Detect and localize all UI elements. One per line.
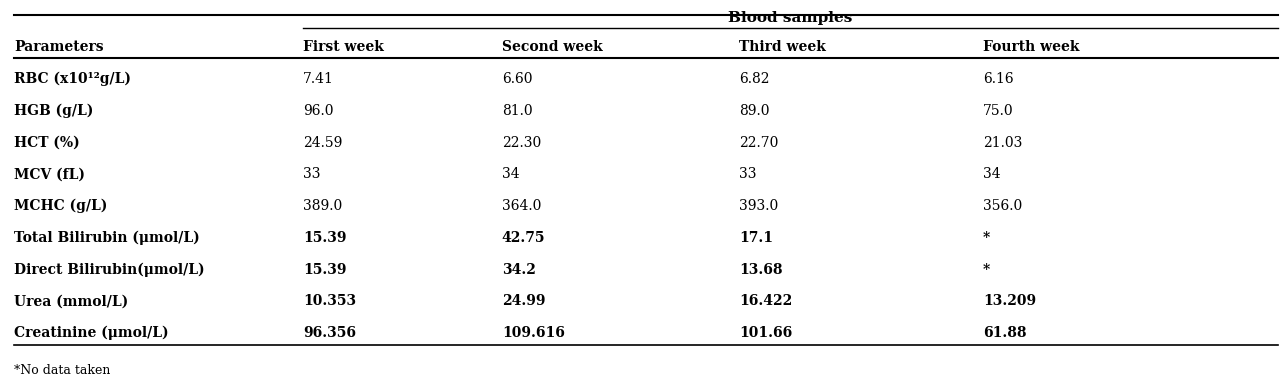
Text: Total Bilirubin (μmol/L): Total Bilirubin (μmol/L) bbox=[14, 230, 199, 245]
Text: 24.59: 24.59 bbox=[303, 136, 342, 150]
Text: 33: 33 bbox=[303, 167, 320, 181]
Text: HGB (g/L): HGB (g/L) bbox=[14, 104, 94, 118]
Text: 6.16: 6.16 bbox=[983, 72, 1013, 86]
Text: 101.66: 101.66 bbox=[739, 326, 792, 340]
Text: *: * bbox=[983, 231, 990, 245]
Text: 22.30: 22.30 bbox=[502, 136, 541, 150]
Text: 13.209: 13.209 bbox=[983, 294, 1037, 308]
Text: 7.41: 7.41 bbox=[303, 72, 334, 86]
Text: 15.39: 15.39 bbox=[303, 231, 346, 245]
Text: 89.0: 89.0 bbox=[739, 104, 770, 118]
Text: 10.353: 10.353 bbox=[303, 294, 356, 308]
Text: 34: 34 bbox=[983, 167, 1001, 181]
Text: Direct Bilirubin(μmol/L): Direct Bilirubin(μmol/L) bbox=[14, 262, 204, 277]
Text: *: * bbox=[983, 263, 990, 277]
Text: 364.0: 364.0 bbox=[502, 199, 541, 213]
Text: 22.70: 22.70 bbox=[739, 136, 778, 150]
Text: 13.68: 13.68 bbox=[739, 263, 783, 277]
Text: First week: First week bbox=[303, 41, 383, 55]
Text: MCV (fL): MCV (fL) bbox=[14, 167, 85, 181]
Text: Second week: Second week bbox=[502, 41, 603, 55]
Text: 6.82: 6.82 bbox=[739, 72, 770, 86]
Text: 6.60: 6.60 bbox=[502, 72, 532, 86]
Text: Fourth week: Fourth week bbox=[983, 41, 1079, 55]
Text: 33: 33 bbox=[739, 167, 756, 181]
Text: 389.0: 389.0 bbox=[303, 199, 342, 213]
Text: 34: 34 bbox=[502, 167, 520, 181]
Text: 393.0: 393.0 bbox=[739, 199, 778, 213]
Text: 75.0: 75.0 bbox=[983, 104, 1013, 118]
Text: Parameters: Parameters bbox=[14, 41, 104, 55]
Text: 24.99: 24.99 bbox=[502, 294, 545, 308]
Text: 21.03: 21.03 bbox=[983, 136, 1022, 150]
Text: 34.2: 34.2 bbox=[502, 263, 536, 277]
Text: 96.356: 96.356 bbox=[303, 326, 356, 340]
Text: Urea (mmol/L): Urea (mmol/L) bbox=[14, 294, 129, 308]
Text: 15.39: 15.39 bbox=[303, 263, 346, 277]
Text: Creatinine (μmol/L): Creatinine (μmol/L) bbox=[14, 326, 168, 340]
Text: 61.88: 61.88 bbox=[983, 326, 1026, 340]
Text: 16.422: 16.422 bbox=[739, 294, 792, 308]
Text: 96.0: 96.0 bbox=[303, 104, 333, 118]
Text: *No data taken: *No data taken bbox=[14, 364, 111, 377]
Text: HCT (%): HCT (%) bbox=[14, 136, 80, 150]
Text: Third week: Third week bbox=[739, 41, 826, 55]
Text: MCHC (g/L): MCHC (g/L) bbox=[14, 199, 108, 213]
Text: 42.75: 42.75 bbox=[502, 231, 545, 245]
Text: RBC (x10¹²g/L): RBC (x10¹²g/L) bbox=[14, 72, 131, 86]
Text: 17.1: 17.1 bbox=[739, 231, 773, 245]
Text: Blood samples: Blood samples bbox=[728, 11, 853, 25]
Text: 109.616: 109.616 bbox=[502, 326, 565, 340]
Text: 356.0: 356.0 bbox=[983, 199, 1022, 213]
Text: 81.0: 81.0 bbox=[502, 104, 532, 118]
